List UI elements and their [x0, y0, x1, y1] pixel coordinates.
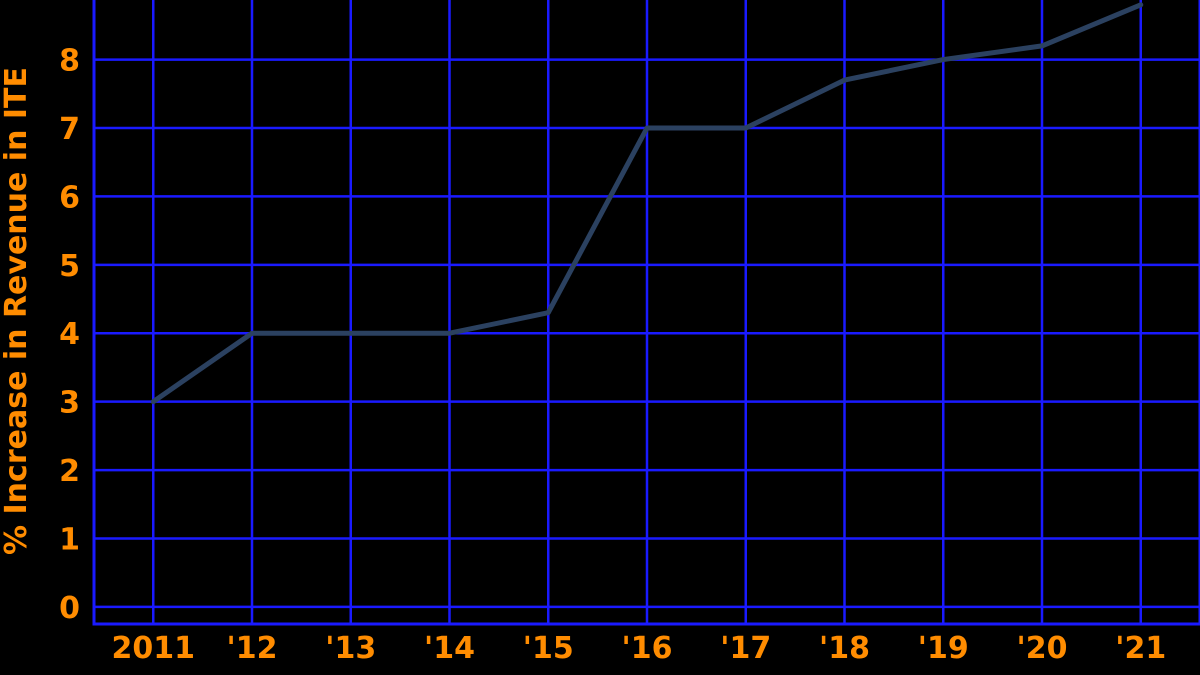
y-tick-label: 5	[59, 249, 80, 284]
x-tick-label: 2011	[112, 631, 196, 666]
y-tick-label: 4	[59, 317, 80, 352]
y-axis-label: % Increase in Revenue in ITE	[0, 67, 34, 555]
y-tick-label: 3	[59, 386, 80, 421]
y-tick-label: 2	[59, 454, 80, 489]
x-tick-label: '18	[819, 631, 870, 666]
x-tick-label: '19	[918, 631, 969, 666]
y-tick-label: 0	[59, 591, 80, 626]
y-tick-label: 6	[59, 180, 80, 215]
x-tick-label: '16	[622, 631, 673, 666]
y-tick-label: 7	[59, 112, 80, 147]
x-tick-label: '12	[227, 631, 278, 666]
x-tick-label: '20	[1017, 631, 1068, 666]
y-tick-label: 1	[59, 522, 80, 557]
y-tick-label: 8	[59, 44, 80, 79]
x-tick-label: '15	[523, 631, 574, 666]
x-tick-label: '17	[720, 631, 771, 666]
line-chart: 2011 '12 '13 '14 '15 '16 '17 '18 '19 '20 '21 0 1 2 3 4…	[0, 0, 1200, 675]
x-tick-label: '13	[325, 631, 376, 666]
x-tick-label: '14	[424, 631, 475, 666]
x-tick-label: '21	[1115, 631, 1166, 666]
